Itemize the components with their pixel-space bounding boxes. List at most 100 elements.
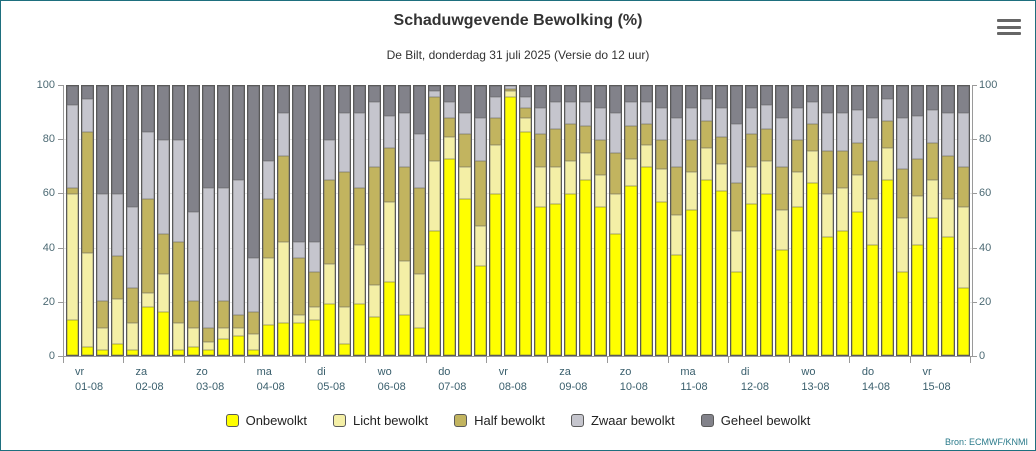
bar-segment-onbewolkt xyxy=(655,201,667,355)
stacked-bar[interactable] xyxy=(458,85,472,356)
stacked-bar[interactable] xyxy=(835,85,849,356)
stacked-bar[interactable] xyxy=(896,85,910,356)
y-axis-label-right: 100 xyxy=(979,79,998,91)
stacked-bar[interactable] xyxy=(111,85,125,356)
stacked-bar[interactable] xyxy=(911,85,925,356)
stacked-bar[interactable] xyxy=(171,85,185,356)
stacked-bar[interactable] xyxy=(639,85,653,356)
stacked-bar[interactable] xyxy=(216,85,231,356)
stacked-bar[interactable] xyxy=(518,85,532,356)
y-axis-label-right: 60 xyxy=(979,187,992,200)
stacked-bar[interactable] xyxy=(730,85,744,356)
bar-segment-onbewolkt xyxy=(263,325,275,355)
stacked-bar[interactable] xyxy=(247,85,261,356)
bar-segment-half-bewolkt xyxy=(791,139,803,173)
stacked-bar[interactable] xyxy=(96,85,110,356)
stacked-bar[interactable] xyxy=(66,85,80,356)
chart-title: Schaduwgevende Bewolking (%) xyxy=(393,12,643,29)
stacked-bar[interactable] xyxy=(262,85,276,356)
date-label: 08-08 xyxy=(498,381,527,393)
bar-segment-onbewolkt xyxy=(776,250,788,355)
hamburger-menu-icon[interactable] xyxy=(997,17,1021,37)
bar-segment-geheel-bewolkt xyxy=(353,86,365,113)
legend-item-onbewolkt[interactable]: Onbewolkt xyxy=(225,413,307,428)
stacked-bar[interactable] xyxy=(699,85,714,356)
stacked-bar[interactable] xyxy=(367,85,381,356)
day-tick-cell xyxy=(546,356,607,363)
stacked-bar[interactable] xyxy=(352,85,366,356)
bar-segment-licht-bewolkt xyxy=(202,341,214,350)
stacked-bar[interactable] xyxy=(201,85,215,356)
stacked-bar[interactable] xyxy=(473,85,487,356)
stacked-bar[interactable] xyxy=(579,85,593,356)
stacked-bar[interactable] xyxy=(926,85,940,356)
stacked-bar[interactable] xyxy=(669,85,683,356)
stacked-bar[interactable] xyxy=(956,85,970,356)
stacked-bar[interactable] xyxy=(186,85,200,356)
bar-segment-half-bewolkt xyxy=(821,150,833,194)
bar-segment-onbewolkt xyxy=(82,346,94,355)
stacked-bar[interactable] xyxy=(850,85,864,356)
stacked-bar[interactable] xyxy=(820,85,834,356)
stacked-bar[interactable] xyxy=(307,85,321,356)
legend-item-licht-bewolkt[interactable]: Licht bewolkt xyxy=(333,413,428,428)
legend-item-zwaar-bewolkt[interactable]: Zwaar bewolkt xyxy=(570,413,675,428)
stacked-bar[interactable] xyxy=(715,85,729,356)
bar-segment-geheel-bewolkt xyxy=(565,86,577,103)
stacked-bar[interactable] xyxy=(156,85,170,356)
stacked-bar[interactable] xyxy=(413,85,427,356)
bar-segment-geheel-bewolkt xyxy=(580,86,592,103)
bar-segment-onbewolkt xyxy=(127,349,139,355)
stacked-bar[interactable] xyxy=(277,85,291,356)
stacked-bar[interactable] xyxy=(805,85,819,356)
legend-item-geheel-bewolkt[interactable]: Geheel bewolkt xyxy=(700,413,810,428)
stacked-bar[interactable] xyxy=(443,85,457,356)
bar-segment-onbewolkt xyxy=(97,349,109,355)
stacked-bar[interactable] xyxy=(881,85,895,356)
stacked-bar[interactable] xyxy=(322,85,336,356)
stacked-bar[interactable] xyxy=(503,85,517,356)
y-axis-label-left: 80 xyxy=(42,133,55,146)
weekday-label: wo xyxy=(377,366,392,378)
stacked-bar[interactable] xyxy=(760,85,774,356)
bar-segment-onbewolkt xyxy=(429,231,441,355)
bar-segment-onbewolkt xyxy=(625,185,637,355)
stacked-bar[interactable] xyxy=(865,85,880,356)
stacked-bar[interactable] xyxy=(533,85,547,356)
stacked-bar[interactable] xyxy=(428,85,442,356)
bar-segment-onbewolkt xyxy=(112,344,124,355)
bar-segment-half-bewolkt xyxy=(459,134,471,167)
stacked-bar[interactable] xyxy=(337,85,351,356)
stacked-bar[interactable] xyxy=(549,85,563,356)
legend-item-half-bewolkt[interactable]: Half bewolkt xyxy=(454,413,545,428)
stacked-bar[interactable] xyxy=(488,85,502,356)
stacked-bar[interactable] xyxy=(790,85,804,356)
stacked-bar[interactable] xyxy=(292,85,306,356)
bar-segment-geheel-bewolkt xyxy=(112,86,124,194)
y-axis-tick xyxy=(972,301,977,303)
stacked-bar[interactable] xyxy=(654,85,668,356)
hamburger-line xyxy=(997,19,1021,22)
stacked-bar[interactable] xyxy=(775,85,789,356)
stacked-bar[interactable] xyxy=(624,85,638,356)
bar-segment-onbewolkt xyxy=(821,236,833,355)
stacked-bar[interactable] xyxy=(609,85,623,356)
stacked-bar[interactable] xyxy=(126,85,140,356)
stacked-bar[interactable] xyxy=(398,85,412,356)
y-axis-label-right: 80 xyxy=(979,133,992,146)
stacked-bar[interactable] xyxy=(941,85,955,356)
stacked-bar[interactable] xyxy=(141,85,155,356)
bar-segment-geheel-bewolkt xyxy=(172,86,184,140)
bar-segment-zwaar-bewolkt xyxy=(595,107,607,140)
stacked-bar[interactable] xyxy=(382,85,397,356)
stacked-bar[interactable] xyxy=(232,85,246,356)
stacked-bar[interactable] xyxy=(594,85,608,356)
bar-segment-onbewolkt xyxy=(202,349,214,355)
stacked-bar[interactable] xyxy=(684,85,698,356)
stacked-bar[interactable] xyxy=(81,85,95,356)
bar-segment-zwaar-bewolkt xyxy=(550,102,562,130)
stacked-bar[interactable] xyxy=(564,85,578,356)
stacked-bar[interactable] xyxy=(745,85,759,356)
bar-segment-licht-bewolkt xyxy=(851,174,863,213)
bar-segment-geheel-bewolkt xyxy=(670,86,682,119)
